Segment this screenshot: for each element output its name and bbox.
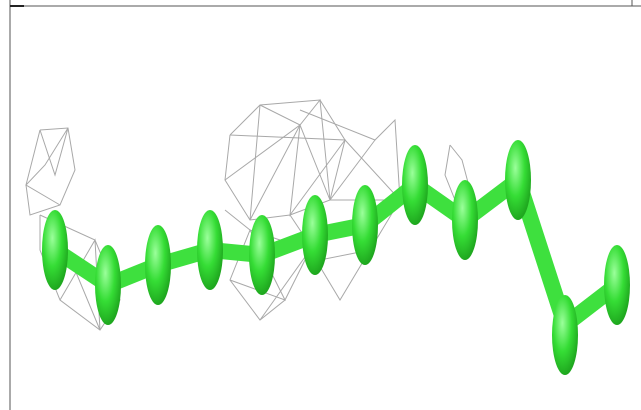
atom — [42, 210, 68, 290]
atom — [95, 245, 121, 325]
atom — [302, 195, 328, 275]
density-mesh — [25, 98, 471, 331]
atom — [197, 210, 223, 290]
atom — [352, 185, 378, 265]
atom — [402, 145, 428, 225]
atom — [452, 180, 478, 260]
atom — [505, 140, 531, 220]
atom — [249, 215, 275, 295]
bond — [47, 166, 625, 339]
atom — [604, 245, 630, 325]
frame — [9, 0, 641, 410]
atom — [552, 295, 578, 375]
atom — [145, 225, 171, 305]
molecule — [42, 140, 630, 375]
